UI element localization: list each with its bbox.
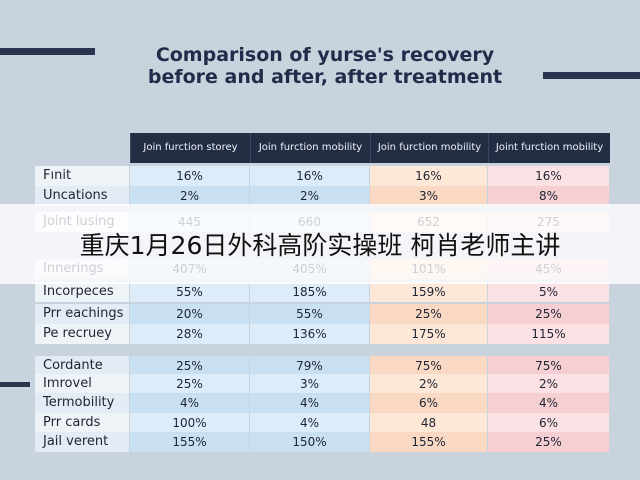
- cell: 3%: [370, 186, 487, 206]
- cell: 4%: [250, 393, 369, 413]
- header-cell: Joint furction mobility: [488, 133, 610, 163]
- row-label: Termobility: [35, 393, 129, 413]
- row-label: Incorpeces: [35, 282, 129, 302]
- cell: 16%: [370, 166, 487, 186]
- cell: 159%: [370, 282, 487, 302]
- row-label: Pe recruey: [35, 324, 129, 344]
- row-label: Prr cards: [35, 413, 129, 433]
- cell: 25%: [488, 304, 609, 324]
- cell: 28%: [130, 324, 249, 344]
- row-label: Imrovel: [35, 374, 129, 394]
- header-cell: Join furction storey: [130, 133, 250, 163]
- cell: 175%: [370, 324, 487, 344]
- row-label: Prr eachings: [35, 304, 129, 324]
- cell: 185%: [250, 282, 369, 302]
- cell: 2%: [130, 186, 249, 206]
- row-label: Uncations: [35, 186, 129, 206]
- cell: 25%: [370, 304, 487, 324]
- decor-bar: [0, 382, 30, 387]
- cell: 2%: [370, 374, 487, 394]
- cell: 25%: [130, 374, 249, 394]
- cell: 16%: [130, 166, 249, 186]
- cell: 100%: [130, 413, 249, 433]
- decor-bar: [543, 72, 640, 79]
- cell: 48: [370, 413, 487, 433]
- title-line: Comparison of yurse's recovery: [155, 44, 495, 66]
- row-label: Fınit: [35, 166, 129, 186]
- cell: 55%: [250, 304, 369, 324]
- title-line: before and after, after treatment: [147, 66, 503, 88]
- cell: 2%: [250, 186, 369, 206]
- decor-bar: [0, 48, 95, 55]
- row-label: Jail verent: [35, 432, 129, 452]
- cell: 115%: [488, 324, 609, 344]
- cell: 3%: [250, 374, 369, 394]
- cell: 6%: [370, 393, 487, 413]
- header-cell: Join furction mobility: [250, 133, 370, 163]
- cell: 79%: [250, 356, 369, 376]
- cell: 150%: [250, 432, 369, 452]
- cell: 4%: [250, 413, 369, 433]
- cell: 5%: [488, 282, 609, 302]
- cell: 25%: [130, 356, 249, 376]
- cell: 155%: [130, 432, 249, 452]
- cell: 8%: [488, 186, 609, 206]
- cell: 155%: [370, 432, 487, 452]
- cell: 75%: [488, 356, 609, 376]
- row-label: Cordante: [35, 356, 129, 376]
- cell: 16%: [250, 166, 369, 186]
- cell: 55%: [130, 282, 249, 302]
- cell: 4%: [130, 393, 249, 413]
- cell: 2%: [488, 374, 609, 394]
- header-cell: Join furction mobility: [370, 133, 488, 163]
- cell: 136%: [250, 324, 369, 344]
- cell: 75%: [370, 356, 487, 376]
- cell: 25%: [488, 432, 609, 452]
- cell: 20%: [130, 304, 249, 324]
- cell: 6%: [488, 413, 609, 433]
- cell: 4%: [488, 393, 609, 413]
- cell: 16%: [488, 166, 609, 186]
- banner: 重庆1月26日外科高阶实操班 柯肖老师主讲: [0, 204, 640, 284]
